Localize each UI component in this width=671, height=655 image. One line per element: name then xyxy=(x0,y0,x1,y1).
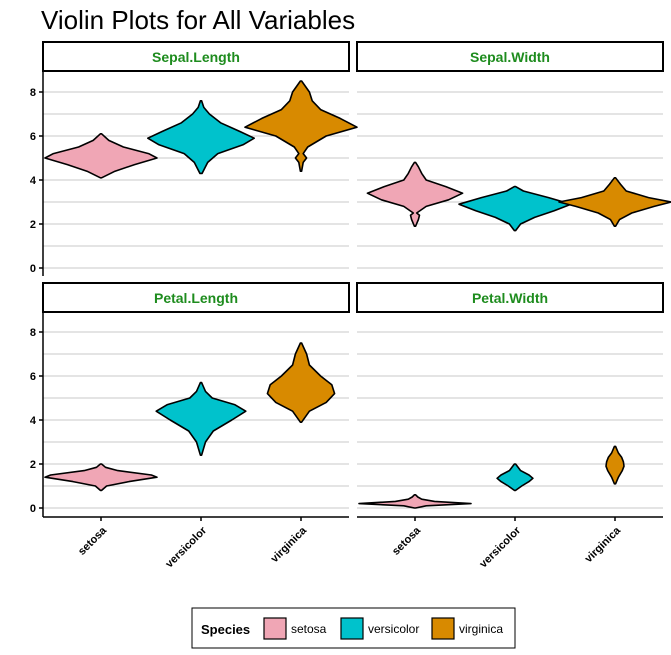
facet-sepal-length: Sepal.Length 0 2 4 6 8 xyxy=(30,41,358,276)
y-tick-label: 6 xyxy=(30,131,36,143)
violin-sepal-width-virginica xyxy=(558,177,671,227)
facet-petal-width: Petal.Width setosa versicolor virginica xyxy=(356,282,664,570)
violin-petal-length-versicolor xyxy=(155,381,247,456)
facet-label-petal-length: Petal.Length xyxy=(154,290,238,306)
y-tick-label: 8 xyxy=(30,327,36,339)
y-tick-label: 4 xyxy=(30,415,37,427)
legend-swatch-setosa xyxy=(263,617,287,640)
facet-strip-petal-width xyxy=(356,282,664,313)
violin-petal-length-virginica xyxy=(266,342,336,423)
y-tick-label: 2 xyxy=(30,459,36,471)
facet-petal-length: Petal.Length 0 2 4 6 8 setosa versicolor virgini… xyxy=(30,282,350,570)
facet-label-sepal-width: Sepal.Width xyxy=(470,49,550,65)
facet-label-petal-width: Petal.Width xyxy=(472,290,548,306)
y-tick-label: 2 xyxy=(30,219,36,231)
facet-label-sepal-length: Sepal.Length xyxy=(152,49,240,65)
facet-strip-sepal-length xyxy=(42,41,350,72)
violin-petal-width-virginica xyxy=(605,445,625,485)
x-tick-label-virginica: virginica xyxy=(583,524,624,565)
violin-petal-width-setosa xyxy=(358,494,472,509)
y-tick-label: 4 xyxy=(30,175,37,187)
legend-label-versicolor: versicolor xyxy=(368,622,419,636)
x-tick-label-setosa: setosa xyxy=(76,524,110,558)
legend-swatch-versicolor xyxy=(340,617,364,640)
chart-title: Violin Plots for All Variables xyxy=(41,5,355,35)
y-tick-label: 6 xyxy=(30,371,36,383)
y-tick-label: 0 xyxy=(30,503,36,515)
violin-sepal-width-setosa xyxy=(366,161,464,227)
x-tick-label-setosa: setosa xyxy=(390,524,424,558)
facet-panels: Sepal.Length 0 2 4 6 8 Sepal.Width Petal.Length… xyxy=(30,41,671,570)
x-tick-label-versicolor: versicolor xyxy=(477,524,523,570)
violin-petal-length-setosa xyxy=(44,463,158,492)
violin-sepal-length-setosa xyxy=(44,133,158,179)
violin-sepal-length-versicolor xyxy=(147,100,255,175)
facet-sepal-width: Sepal.Width xyxy=(356,41,671,269)
y-tick-label: 8 xyxy=(30,87,36,99)
violin-sepal-length-virginica xyxy=(244,80,358,172)
legend-swatch-virginica xyxy=(431,617,455,640)
legend-title: Species xyxy=(201,622,250,637)
legend-label-virginica: virginica xyxy=(459,622,503,636)
x-tick-label-virginica: virginica xyxy=(269,524,310,565)
violin-petal-width-versicolor xyxy=(496,463,534,492)
facet-strip-petal-length xyxy=(42,282,350,313)
legend: Species setosa versicolor virginica xyxy=(191,607,516,649)
facet-strip-sepal-width xyxy=(356,41,664,72)
legend-label-setosa: setosa xyxy=(291,622,327,636)
y-tick-label: 0 xyxy=(30,263,36,275)
violin-sepal-width-versicolor xyxy=(458,185,572,232)
x-tick-label-versicolor: versicolor xyxy=(163,524,209,570)
